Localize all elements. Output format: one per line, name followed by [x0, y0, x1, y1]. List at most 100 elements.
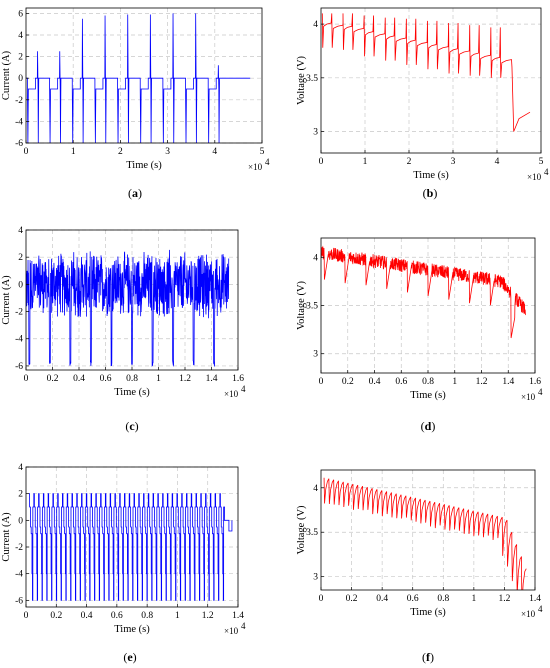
x-tick-label: 2	[118, 147, 123, 157]
caption-letter: e	[127, 650, 133, 664]
y-tick-label: 3.5	[306, 528, 318, 538]
x-tick-label: 1	[471, 594, 476, 604]
x-exponent: 4	[241, 384, 246, 394]
x-tick-label: 0.4	[73, 374, 85, 384]
y-tick-label: 2	[18, 53, 23, 63]
x-tick-label: 1.4	[529, 594, 541, 604]
x-axis-label: Time (s)	[114, 624, 150, 635]
x-exponent: 4	[544, 167, 549, 177]
caption-close: )	[135, 419, 139, 433]
x-multiplier: ×10	[224, 389, 239, 399]
y-tick-label: 4	[313, 484, 318, 494]
x-exponent: 4	[265, 157, 270, 167]
x-tick-label: 5	[539, 157, 544, 167]
x-tick-label: 1	[452, 377, 457, 387]
y-tick-label: 4	[18, 226, 23, 236]
x-multiplier: ×10	[527, 172, 542, 182]
y-tick-label: 4	[313, 253, 318, 263]
panel-caption: (d)	[421, 419, 436, 433]
axes-box	[320, 7, 542, 154]
panel-d: 0 0.2 0.4 0.6 0.8 1 1.2 1.4 1.6 3 3.5 4 Time (s) Volt…	[296, 237, 543, 433]
series-line-b	[321, 13, 531, 132]
y-tick-label: 0	[18, 516, 23, 526]
x-axis-label: Time (s)	[114, 387, 150, 398]
y-axis-label: Current (A)	[1, 512, 12, 562]
caption-letter: d	[425, 419, 432, 433]
x-tick-label: 0	[24, 611, 29, 621]
x-tick-label: 0.8	[437, 594, 449, 604]
panel-e: 0 0.2 0.4 0.6 0.8 1 1.2 1.4 -6 -4 -2 0 2 4 Time (s) Cur…	[1, 463, 246, 664]
y-tick-label: -2	[15, 543, 23, 553]
x-tick-label: 1	[175, 611, 180, 621]
x-tick-label: 0.2	[50, 611, 62, 621]
caption-letter: c	[129, 419, 135, 433]
x-tick-label: 0.6	[395, 377, 407, 387]
x-tick-label: 3	[451, 157, 456, 167]
caption-close: )	[138, 186, 142, 200]
x-tick-label: 1	[71, 147, 76, 157]
series-line-f	[323, 477, 527, 590]
x-tick-label: 0.8	[126, 374, 138, 384]
x-tick-label: 0	[319, 594, 324, 604]
caption-letter: b	[427, 186, 434, 200]
y-tick-label: 4	[313, 20, 318, 30]
panel-c: 0 0.2 0.4 0.6 0.8 1 1.2 1.4 1.6 -6 -4 -2 0 2 4 Time (s)…	[1, 226, 246, 433]
x-tick-label: 0.2	[346, 594, 358, 604]
series-line-d	[321, 245, 526, 339]
x-tick-label: 0	[319, 157, 324, 167]
caption-close: )	[133, 650, 137, 664]
x-tick-label: 0.6	[100, 374, 112, 384]
x-tick-label: 0	[24, 147, 29, 157]
axes-box	[25, 7, 263, 144]
panel-caption: (c)	[125, 419, 138, 433]
caption-close: )	[430, 650, 434, 664]
x-axis-label: Time (s)	[410, 390, 446, 401]
x-tick-label: 1.2	[202, 611, 214, 621]
y-tick-label: -4	[15, 570, 23, 580]
axes-box	[25, 466, 239, 608]
y-tick-label: -2	[15, 308, 23, 318]
x-tick-label: 1.6	[529, 377, 541, 387]
x-exponent: 4	[241, 621, 246, 631]
y-tick-label: -4	[15, 335, 23, 345]
x-multiplier: ×10	[521, 392, 536, 402]
caption-letter: a	[132, 186, 138, 200]
y-tick-label: -6	[15, 362, 23, 372]
y-tick-label: 3	[313, 350, 318, 360]
caption-open: (	[422, 650, 426, 664]
panel-caption: (a)	[128, 186, 142, 200]
y-axis-label: Voltage (V)	[296, 55, 307, 105]
caption-open: (	[423, 186, 427, 200]
x-tick-label: 3	[165, 147, 170, 157]
y-tick-label: 2	[18, 490, 23, 500]
y-axis-label: Voltage (V)	[296, 505, 307, 555]
panel-caption: (f)	[422, 650, 434, 664]
x-tick-label: 4	[495, 157, 500, 167]
x-tick-label: 0.6	[407, 594, 419, 604]
x-tick-label: 0.2	[47, 374, 59, 384]
y-tick-label: 6	[18, 9, 23, 19]
series-line-c	[26, 249, 230, 368]
caption-letter: f	[426, 650, 431, 664]
series-line-a	[26, 13, 251, 143]
x-tick-label: 0.4	[81, 611, 93, 621]
x-axis-label: Time (s)	[126, 160, 162, 171]
y-tick-label: -2	[15, 96, 23, 106]
y-tick-label: 3	[313, 128, 318, 138]
x-multiplier: ×10	[248, 162, 263, 172]
panel-caption: (e)	[123, 650, 136, 664]
axes-box	[320, 469, 536, 591]
x-tick-label: 0	[319, 377, 324, 387]
panel-f: 0 0.2 0.4 0.6 0.8 1 1.2 1.4 3 3.5 4 Time (s) Voltage…	[296, 469, 543, 664]
x-multiplier: ×10	[521, 609, 536, 619]
x-tick-label: 0.2	[342, 377, 354, 387]
y-tick-label: 0	[18, 280, 23, 290]
y-axis-label: Current (A)	[1, 275, 12, 325]
x-axis-label: Time (s)	[410, 607, 446, 618]
x-exponent: 4	[538, 387, 543, 397]
caption-open: (	[123, 650, 127, 664]
y-tick-label: -6	[15, 596, 23, 606]
y-tick-label: 3.5	[306, 302, 318, 312]
